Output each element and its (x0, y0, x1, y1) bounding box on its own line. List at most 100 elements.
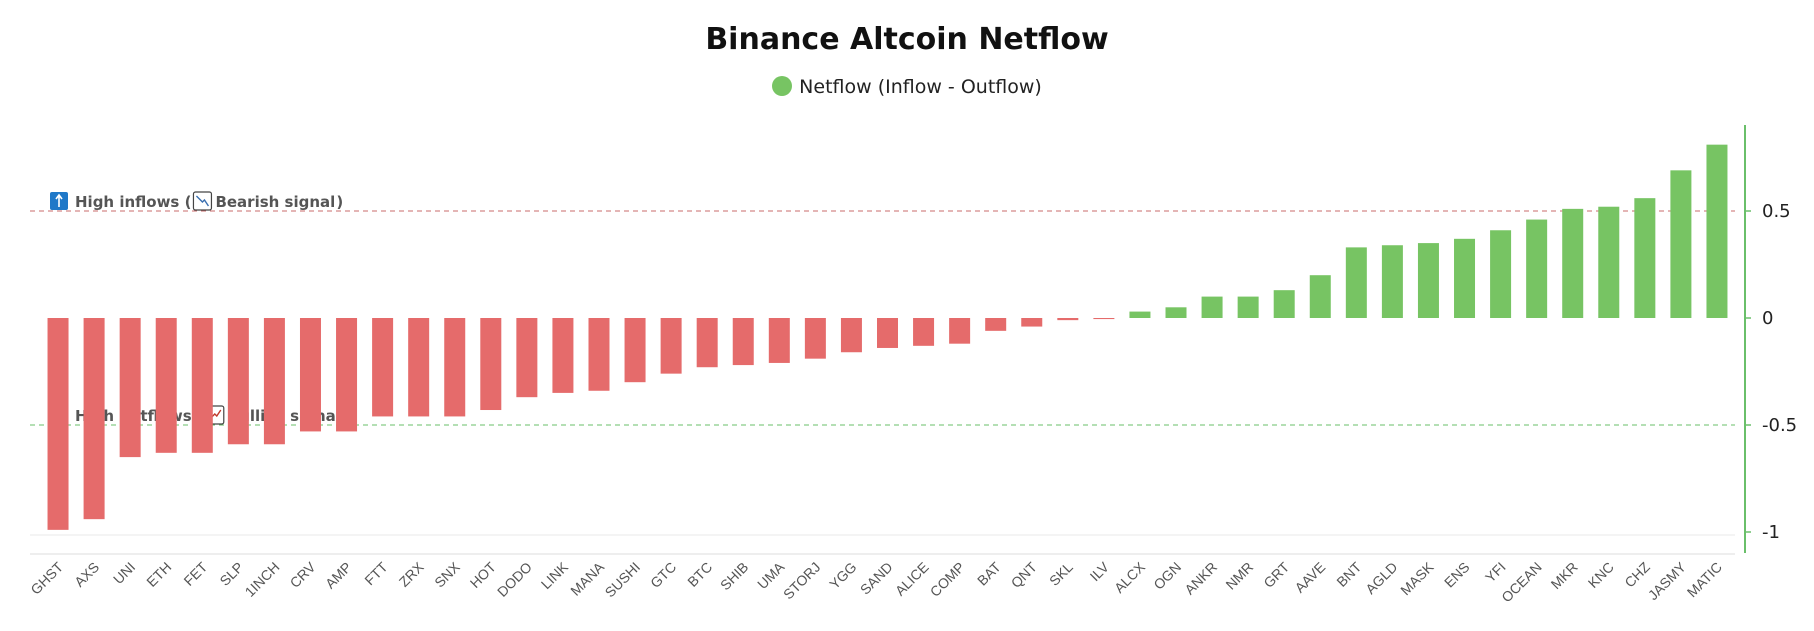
x-tick-label: GTC (647, 559, 679, 591)
bar-ankr (1201, 296, 1223, 318)
bar-aave (1309, 275, 1331, 318)
bar-matic (1706, 144, 1728, 318)
bar-chz (1634, 198, 1656, 318)
bar-fet (191, 318, 213, 453)
bar-zrx (408, 318, 430, 417)
x-tick-label: ETH (143, 559, 174, 590)
bar-btc (696, 318, 718, 368)
x-tick-label: MASK (1397, 558, 1437, 598)
bar-grt (1273, 290, 1295, 318)
trend-chart-icon (192, 191, 213, 211)
x-tick-label: SAND (857, 559, 896, 598)
x-tick-label: KNC (1585, 559, 1617, 591)
x-tick-label: ALCX (1111, 558, 1149, 596)
legend-label: Netflow (Inflow - Outflow) (799, 76, 1042, 98)
x-tick-label: OCEAN (1498, 559, 1545, 606)
x-tick-label: SUSHI (602, 559, 644, 601)
bar-link (552, 318, 574, 393)
x-tick-label: SKL (1046, 559, 1076, 589)
annotation-text-0: High inflows ( (75, 193, 191, 211)
x-tick-label: SHIB (717, 559, 751, 593)
x-tick-label: COMP (927, 559, 968, 600)
bar-ilv (1093, 318, 1115, 320)
x-tick-label: SNX (431, 558, 463, 590)
bar-nmr (1237, 296, 1259, 318)
x-tick-label: MANA (567, 558, 607, 598)
y-tick-label: 0 (1762, 308, 1773, 329)
bar-skl (1057, 318, 1079, 321)
x-tick-label: MATIC (1684, 559, 1725, 600)
x-tick-label: AGLD (1362, 559, 1400, 597)
bar-ens (1454, 238, 1476, 318)
legend-marker (772, 76, 793, 96)
x-tick-label: BNT (1333, 558, 1364, 589)
bar-shib (732, 318, 754, 366)
bar-alice (913, 318, 935, 346)
x-tick-label: BAT (974, 559, 1004, 589)
bar-alcx (1129, 311, 1151, 318)
x-tick-label: JASMY (1645, 558, 1690, 603)
bar-eth (155, 318, 177, 453)
x-tick-label: CHZ (1621, 558, 1653, 590)
bar-slp (227, 318, 249, 445)
bar-knc (1598, 206, 1620, 318)
chart-title: Binance Altcoin Netflow (705, 22, 1109, 57)
bar-ogn (1165, 307, 1187, 318)
bar-ftt (372, 318, 394, 417)
x-tick-label: BTC (684, 559, 715, 590)
bar-comp (949, 318, 971, 344)
x-tick-label: NMR (1222, 559, 1256, 593)
x-tick-label: ZRX (396, 558, 428, 590)
bar-ocean (1526, 219, 1548, 318)
x-tick-label: OGN (1150, 559, 1184, 593)
x-tick-label: MKR (1548, 559, 1581, 592)
bar-bnt (1345, 247, 1367, 318)
annotation-close-0: ) (336, 193, 343, 211)
bar-amp (336, 318, 358, 432)
x-tick-label: FTT (361, 558, 391, 588)
x-tick-label: GHST (27, 558, 66, 597)
x-tick-label: FET (180, 558, 210, 588)
x-tick-label: UNI (110, 559, 138, 587)
bar-bat (985, 318, 1007, 331)
bar-hot (480, 318, 502, 411)
bar-snx (444, 318, 466, 417)
bar-ygg (840, 318, 862, 353)
bar-1inch (263, 318, 285, 445)
bar-agld (1381, 245, 1403, 318)
x-tick-label: DODO (494, 559, 535, 600)
x-tick-label: ENS (1441, 559, 1473, 591)
y-tick-label: 0.5 (1762, 201, 1791, 222)
bar-crv (299, 318, 321, 432)
bar-mana (588, 318, 610, 391)
x-tick-label: AXS (71, 559, 102, 590)
bar-sushi (624, 318, 646, 383)
bar-uni (119, 318, 141, 458)
x-tick-label: AMP (322, 559, 355, 592)
x-tick-label: HOT (467, 558, 500, 591)
bar-gtc (660, 318, 682, 374)
legend[interactable]: Netflow (Inflow - Outflow) (0, 76, 1814, 98)
bar-mask (1417, 243, 1439, 318)
x-tick-label: STORJ (780, 559, 824, 603)
y-tick-label: -0.5 (1762, 415, 1797, 436)
x-tick-label: YFI (1482, 559, 1509, 586)
x-tick-label: 1INCH (242, 559, 283, 600)
y-tick-label: -1 (1762, 522, 1780, 543)
x-tick-label: ILV (1087, 558, 1113, 584)
annotation-signal-0: Bearish signal (215, 193, 335, 211)
x-tick-label: QNT (1008, 558, 1041, 591)
bar-qnt (1021, 318, 1043, 327)
bar-sand (877, 318, 898, 348)
bar-storj (804, 318, 826, 359)
bar-yfi (1490, 230, 1512, 318)
x-tick-label: GRT (1260, 559, 1292, 591)
x-tick-label: ALICE (892, 559, 932, 599)
bar-mkr (1562, 208, 1584, 318)
reference-annotation-0: High inflows ( Bearish signal) (50, 191, 343, 211)
bar-dodo (516, 318, 538, 398)
bar-jasmy (1670, 170, 1692, 318)
bar-ghst (47, 318, 69, 530)
x-tick-label: ANKR (1181, 559, 1220, 598)
bar-uma (768, 318, 790, 363)
